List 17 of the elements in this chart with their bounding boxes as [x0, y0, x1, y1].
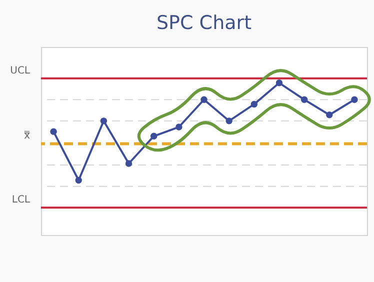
ref-line-label: x̿	[24, 130, 31, 142]
point	[100, 118, 108, 124]
point	[276, 80, 283, 86]
point	[226, 118, 232, 124]
chart-title: SPC Chart	[156, 12, 252, 34]
point	[300, 96, 308, 103]
ref-line-label: LCL	[12, 194, 30, 206]
point	[200, 96, 208, 103]
point	[125, 160, 132, 167]
point	[326, 111, 333, 118]
point	[250, 100, 258, 108]
point	[75, 176, 82, 184]
point	[176, 124, 182, 130]
point	[351, 96, 358, 103]
ref-line-label: UCL	[10, 65, 30, 76]
point	[50, 128, 57, 135]
point	[150, 132, 158, 140]
